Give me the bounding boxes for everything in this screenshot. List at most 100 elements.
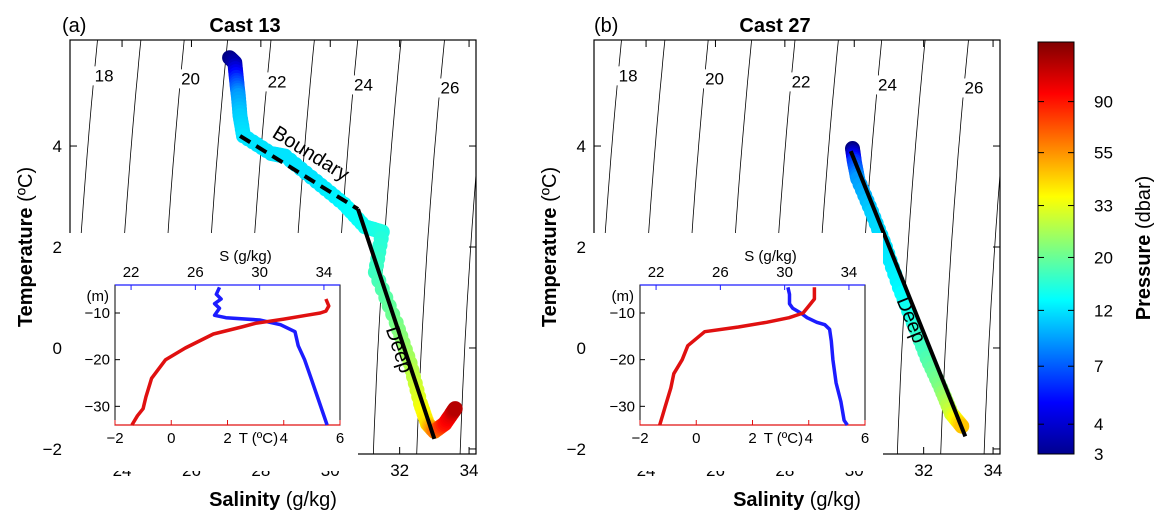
colorbar-tick-label: 20 [1094,248,1113,267]
isopycnal-label-bg [616,66,641,86]
colorbar-gradient [1037,41,1075,455]
isopycnal-line [504,40,532,454]
colorbar-tick-label: 90 [1094,93,1113,112]
inset-t-tick-label: 2 [223,430,231,447]
x-axis-label-b: Salinity (g/kg) [733,489,861,511]
isopycnal-label: 24 [354,75,373,94]
panel-label-b: (b) [594,15,618,37]
inset-t-tick-label: 6 [336,430,344,447]
isopycnal-line [0,40,11,454]
inset-temperature-profile [658,287,817,426]
inset-salinity-profile [786,286,849,426]
inset-s-tick-label: 34 [841,264,858,281]
y-tick-label: 2 [53,238,62,257]
ts-point [447,401,463,417]
isopycnal-label-bg [351,75,376,95]
y-tick-label: −2 [43,440,62,459]
chart-title-b: Cast 27 [739,15,810,37]
inset-temperature-profile [130,298,331,426]
inset-depth-tick-label: −30 [610,398,635,415]
colorbar-tick-label: 3 [1094,445,1103,464]
isopycnal-label-bg [875,75,900,95]
x-tick-label: 34 [984,461,1003,480]
inset-t-tick-label: −2 [631,430,648,447]
inset-s-tick-label: 26 [187,264,204,281]
inset-frame [114,284,341,426]
y-tick-label: 0 [53,339,62,358]
inset-s-tick-label: 30 [251,264,268,281]
inset-t-tick-label: 4 [280,430,288,447]
isopycnal-label: 18 [619,66,638,85]
y-tick-label: 2 [577,238,586,257]
panel-label-a: (a) [62,15,86,37]
inset-s-tick-label: 34 [316,264,333,281]
inset-t-tick-label: 0 [692,430,700,447]
inset-depth-tick-label: −20 [610,352,635,369]
isopycnal-label-bg [178,69,203,89]
isopycnal-label: 18 [95,66,114,85]
colorbar-tick-label: 55 [1094,144,1113,163]
inset-depth-tick-label: −10 [610,305,635,322]
y-tick-label: 4 [577,137,586,156]
isopycnal-label: 22 [268,72,287,91]
inset-profile-a: 22 26 30 34−2 0 2 4 6−10−20−30S (g/kg)T (ºC)(m) [63,233,358,471]
inset-profile-b: 22 26 30 34−2 0 2 4 6−10−20−30S (g/kg)T (ºC)(m) [588,233,883,471]
inset-s-tick-label: 22 [123,264,140,281]
isopycnal-label-bg [789,72,814,92]
inset-depth-label: (m) [87,288,110,305]
segment-deep-line [356,208,437,440]
isopycnal-label-bg [961,78,986,98]
isopycnal-label: 20 [181,69,200,88]
inset-depth-tick-label: −20 [85,352,110,369]
chart-title-a: Cast 13 [209,15,280,37]
y-tick-label: 4 [53,137,62,156]
isopycnal-label-bg [92,66,117,86]
colorbar-tick-label: 4 [1094,415,1103,434]
inset-depth-tick-label: −10 [85,305,110,322]
inset-s-tick-label: 22 [648,264,665,281]
isopycnal-line [897,40,926,454]
isopycnal-label: 26 [965,78,984,97]
y-axis-label-a: Temperature (ºC) [15,167,37,327]
inset-temperature-label: T (ºC) [239,430,278,447]
inset-frame [639,284,866,426]
inset-t-tick-label: 6 [861,430,869,447]
y-tick-label: 0 [577,339,586,358]
isopycnal-label-bg [702,69,727,89]
inset-temperature-label: T (ºC) [764,430,803,447]
isopycnal-label-bg [265,72,290,92]
isopycnal-line [507,40,535,454]
colorbar-tick-label: 7 [1094,357,1103,376]
inset-salinity-label: S (g/kg) [219,248,272,265]
inset-t-tick-label: 4 [805,430,813,447]
isopycnal-label-bg [437,78,462,98]
colorbar-label: Pressure (dbar) [1133,176,1155,321]
x-axis-label-a: Salinity (g/kg) [209,489,337,511]
inset-depth-label: (m) [612,288,635,305]
colorbar: 3 4 7 12 20 33 55 90 Pressure (dbar) [1037,41,1155,464]
isopycnal-label: 26 [441,78,460,97]
segment-deep-label: Deep [381,324,417,376]
isopycnal-label: 24 [878,75,897,94]
colorbar-ticks: 3 4 7 12 20 33 55 90 [1038,93,1113,464]
segment-boundary-line [238,134,360,211]
colorbar-tick-label: 12 [1094,301,1113,320]
x-tick-label: 34 [460,461,479,480]
colorbar-tick-label: 33 [1094,197,1113,216]
isopycnal-label: 20 [705,69,724,88]
inset-t-tick-label: −2 [106,430,123,447]
y-axis-label-b: Temperature (ºC) [539,167,561,327]
inset-s-tick-label: 26 [712,264,729,281]
y-tick-label: −2 [567,440,586,459]
x-tick-label: 32 [914,461,933,480]
segment-deep-line [848,150,968,438]
inset-depth-tick-label: −30 [85,398,110,415]
x-tick-label: 32 [390,461,409,480]
inset-s-tick-label: 30 [776,264,793,281]
inset-t-tick-label: 0 [167,430,175,447]
inset-t-tick-label: 2 [748,430,756,447]
isopycnal-label: 22 [792,72,811,91]
